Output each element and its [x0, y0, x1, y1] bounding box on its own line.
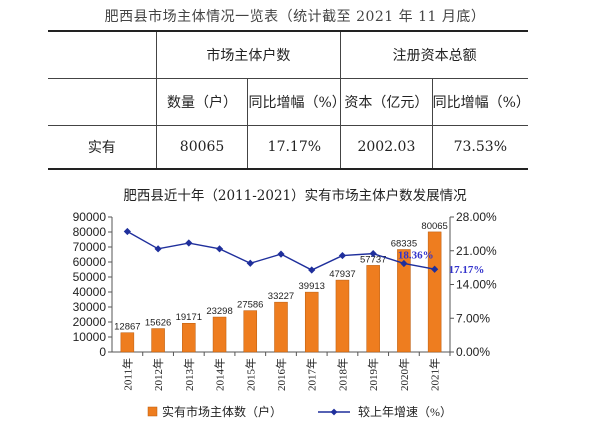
growth-point [215, 245, 224, 253]
x-tick-label: 2019年 [366, 358, 380, 391]
bar-value-label: 39913 [299, 281, 325, 292]
y-right-tick-label: 28.00% [456, 210, 497, 224]
row-label: 实有 [48, 125, 157, 170]
x-tick-label: 2011年 [120, 358, 134, 391]
bar-value-label: 12867 [114, 322, 140, 333]
x-tick-label: 2020年 [397, 358, 411, 391]
growth-point [246, 259, 254, 267]
bar [120, 332, 135, 353]
bar-value-label: 33227 [268, 291, 294, 302]
bar [212, 316, 227, 353]
x-tick-label: 2015年 [243, 358, 257, 391]
y-left-tick-label: 40000 [73, 285, 107, 299]
y-right-tick-label: 14.00% [456, 278, 497, 292]
y-right-tick-label: 0.00% [456, 345, 490, 359]
chart-title: 肥西县近十年（2011-2021）实有市场主体户数发展情况 [123, 188, 467, 204]
table-title: 肥西县市场主体情况一览表（统计截至 2021 年 11 月底） [104, 9, 486, 25]
bar-value-label: 80065 [421, 221, 447, 232]
legend-line-label: 较上年增速（%） [358, 404, 452, 419]
bar-value-label: 27586 [237, 300, 263, 311]
growth-point [277, 250, 285, 258]
y-left-tick-label: 80000 [73, 225, 107, 239]
summary-table: 市场主体户数 注册资本总额 数量（户） 同比增幅（%） 资本（亿元） 同比增幅（… [48, 30, 530, 170]
growth-point [431, 265, 439, 273]
table-header-row: 市场主体户数 注册资本总额 [48, 30, 528, 79]
x-tick-label: 2018年 [335, 358, 349, 391]
growth-point [123, 227, 131, 236]
bar [274, 301, 288, 353]
x-tick-label: 2017年 [305, 358, 319, 391]
growth-point [400, 259, 408, 268]
y-left-tick-label: 30000 [73, 300, 107, 314]
y-left-tick-label: 50000 [73, 270, 107, 284]
x-tick-label: 2016年 [274, 358, 288, 391]
bar-value-label: 68335 [391, 238, 417, 249]
cell-count: 80065 [155, 125, 248, 170]
table-subheader-row: 数量（户） 同比增幅（%） 资本（亿元） 同比增幅（%） [48, 78, 530, 126]
bar [335, 279, 350, 353]
growth-point-label: 17.17% [449, 264, 485, 276]
legend-bar-label: 实有市场主体数（户） [162, 404, 282, 419]
growth-point [154, 245, 162, 253]
bar [304, 291, 319, 353]
y-left-tick-label: 0 [99, 345, 106, 359]
bar [182, 322, 196, 353]
bar [427, 231, 442, 353]
subheader-count-growth: 同比增幅（%） [247, 78, 346, 126]
cell-capital-growth: 73.53% [431, 125, 528, 170]
bar [366, 265, 380, 353]
table-corner-cell [48, 30, 157, 79]
bar-value-label: 23298 [206, 306, 232, 317]
bar-value-label: 57737 [360, 254, 386, 265]
growth-point [185, 239, 193, 247]
legend-line-marker [330, 408, 338, 416]
y-left-tick-label: 10000 [73, 330, 107, 344]
table-subheader-corner [48, 78, 157, 126]
header-market-entities: 市场主体户数 [155, 30, 341, 79]
subheader-capital-growth: 同比增幅（%） [431, 78, 530, 126]
bar [243, 310, 258, 353]
cell-count-growth: 17.17% [247, 125, 341, 170]
subheader-capital: 资本（亿元） [340, 78, 433, 126]
growth-point [338, 251, 347, 260]
y-right-tick-label: 7.00% [456, 311, 490, 325]
bar-value-label: 47937 [329, 269, 355, 280]
growth-point [369, 250, 377, 258]
subheader-count: 数量（户） [155, 78, 248, 126]
x-tick-label: 2012年 [151, 358, 165, 391]
table-row: 实有 80065 17.17% 2002.03 73.53% [48, 125, 528, 170]
growth-point-label: 18.36% [398, 249, 434, 261]
y-left-tick-label: 20000 [73, 315, 107, 329]
cell-capital: 2002.03 [340, 125, 433, 170]
y-left-tick-label: 70000 [73, 240, 107, 254]
x-tick-label: 2013年 [182, 358, 196, 391]
y-left-tick-label: 90000 [73, 210, 107, 224]
bar-value-label: 15626 [145, 318, 171, 329]
bar-value-label: 19171 [176, 312, 202, 323]
x-tick-label: 2014年 [213, 358, 227, 391]
legend-bar-swatch [147, 406, 158, 417]
bar [151, 328, 165, 353]
header-registered-capital: 注册资本总额 [340, 30, 528, 79]
x-tick-label: 2021年 [428, 358, 442, 391]
growth-point [308, 266, 316, 274]
bar [397, 249, 411, 353]
y-left-tick-label: 60000 [73, 255, 107, 269]
y-right-tick-label: 21.00% [456, 244, 497, 258]
